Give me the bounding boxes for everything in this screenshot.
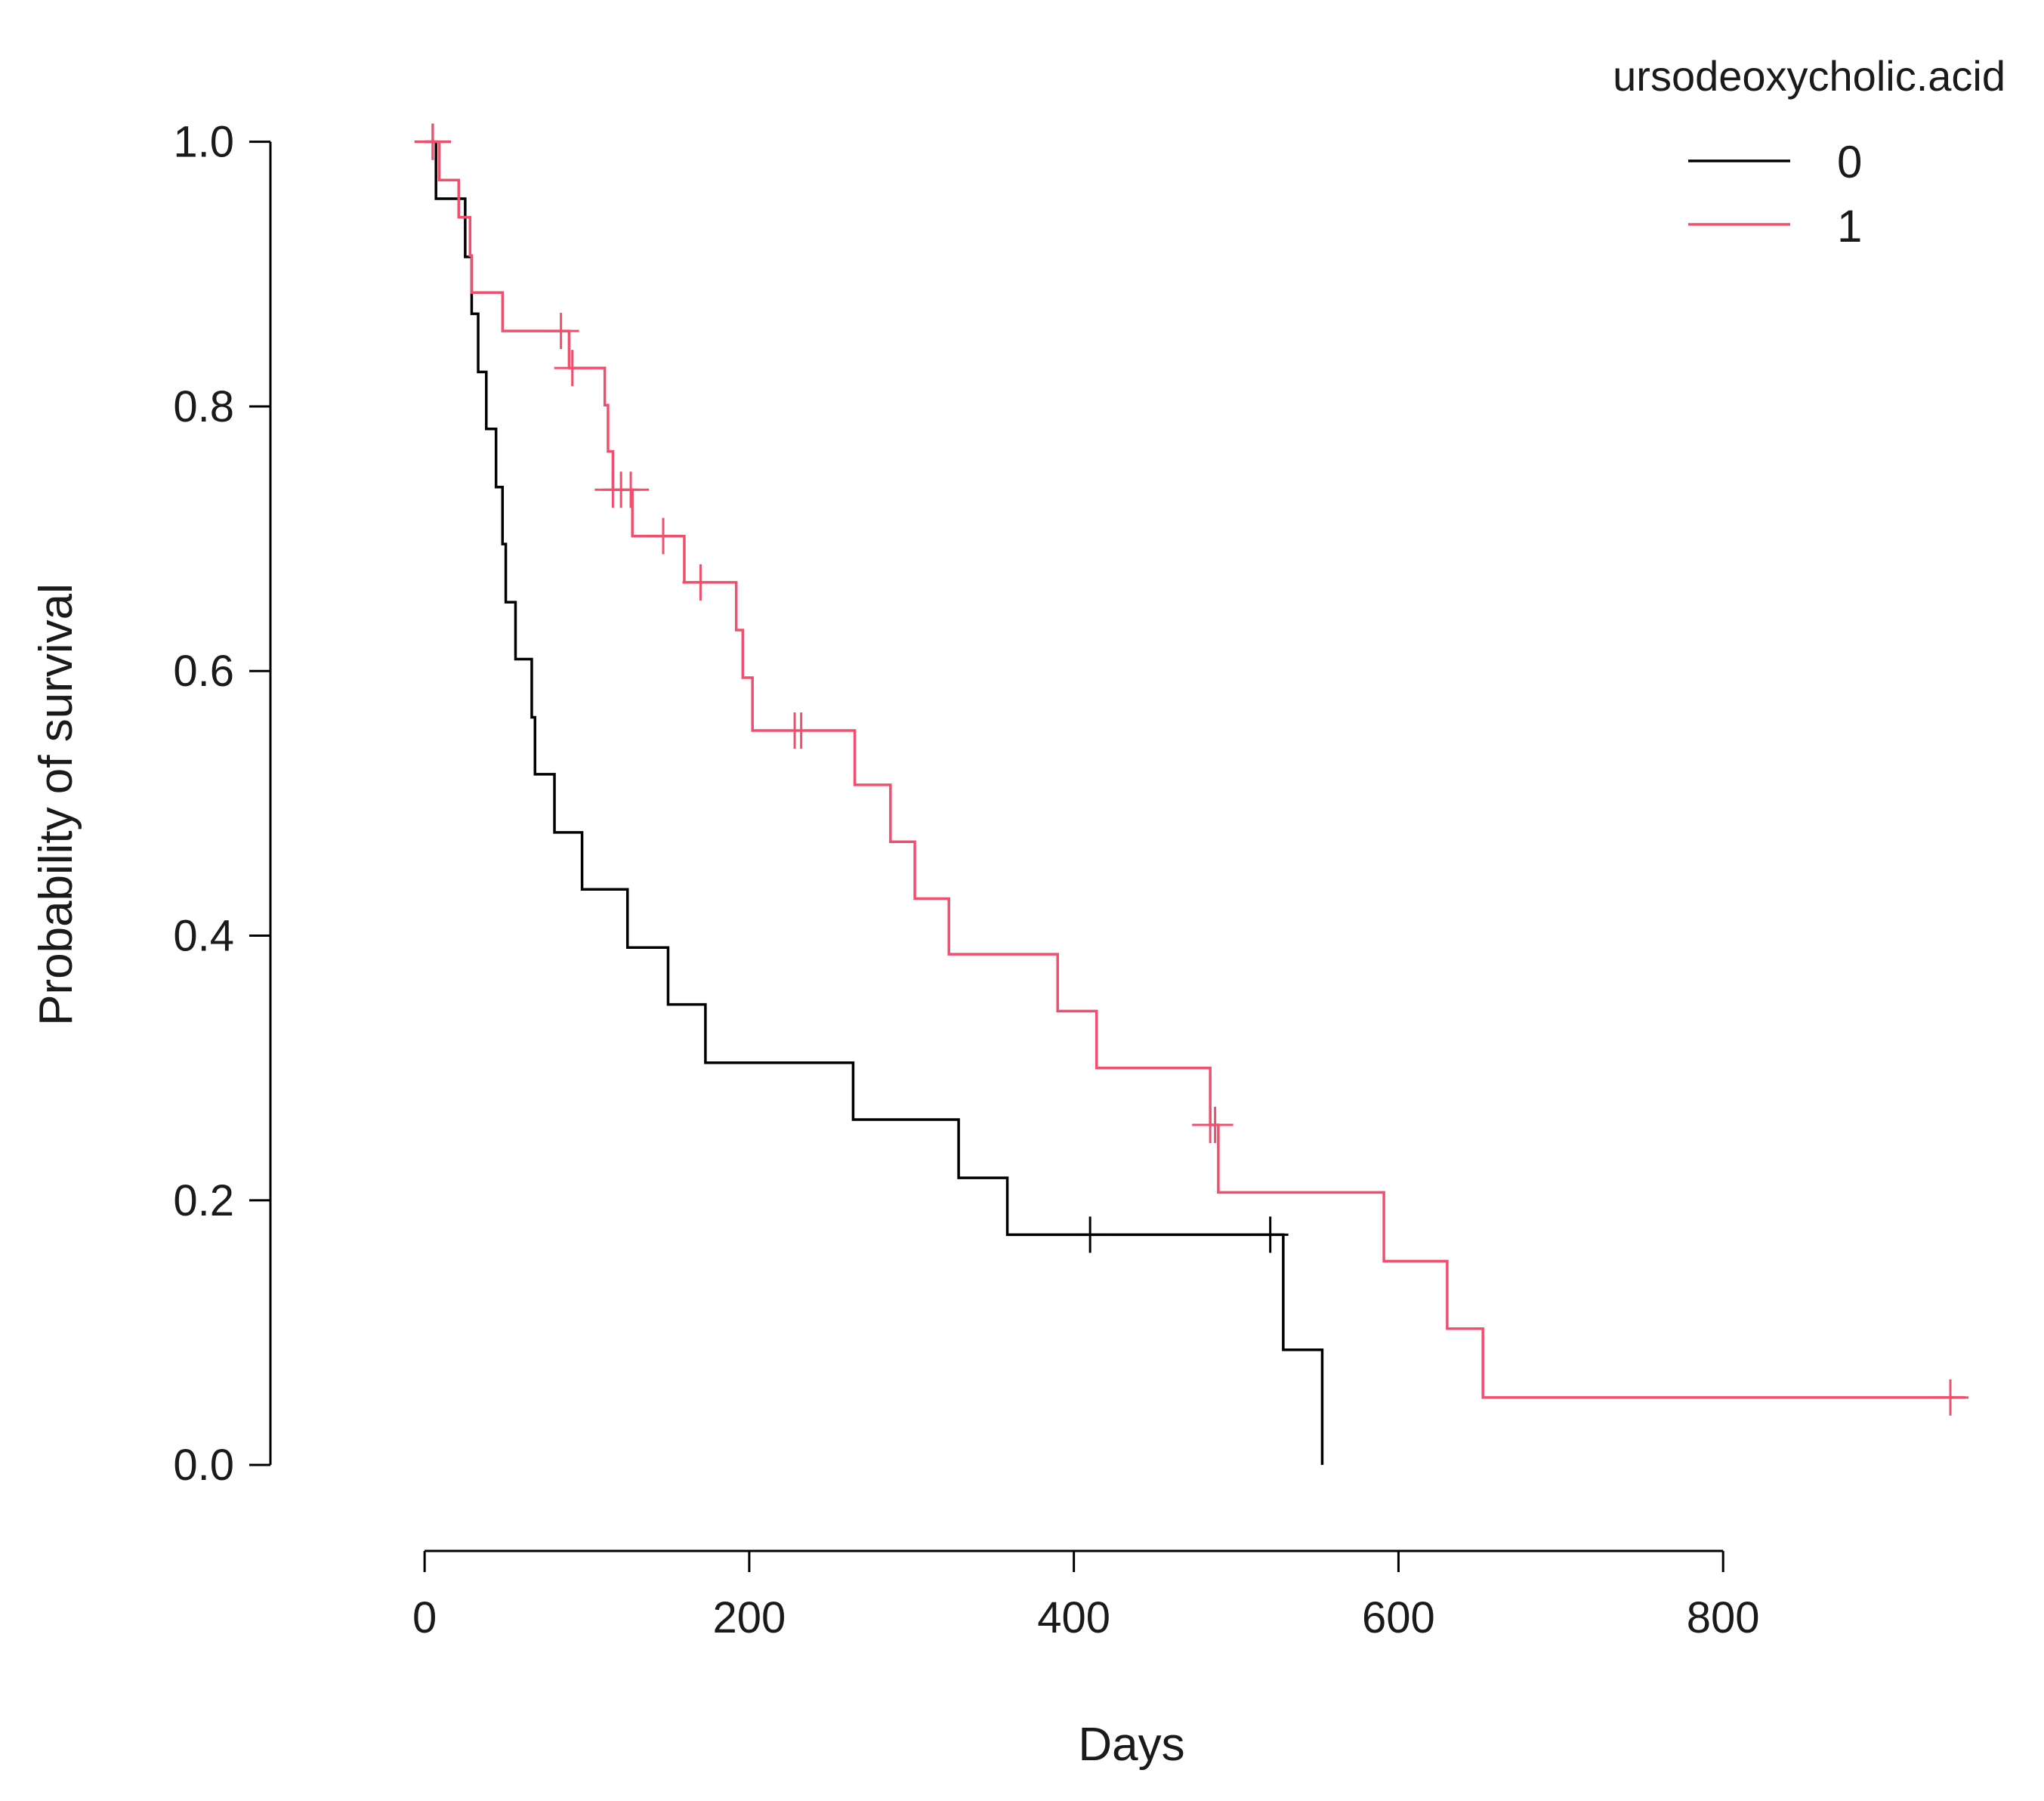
x-tick-label: 800 [1687,1593,1760,1642]
x-tick-label: 600 [1362,1593,1435,1642]
y-tick-label: 0.0 [173,1441,234,1490]
series-layer [414,123,1969,1466]
y-tick-label: 0.2 [173,1176,234,1225]
legend-label-1: 1 [1837,201,1862,252]
survival-curve-1 [425,140,1966,1399]
y-tick-label: 0.4 [173,912,234,961]
x-tick-label: 0 [412,1593,437,1642]
y-tick-label: 1.0 [173,118,234,167]
series-0 [414,123,1324,1466]
x-tick-label: 400 [1037,1593,1110,1642]
legend-label-0: 0 [1837,137,1862,187]
axes: 0.0 0.2 0.4 0.6 0.8 1.0 0 200 400 600 800 [173,118,1759,1642]
y-axis-title: Probability of survival [30,583,82,1026]
x-axis-title: Days [1078,1719,1184,1771]
legend-title: ursodeoxycholic.acid [1613,52,2005,100]
y-tick-label: 0.8 [173,382,234,431]
legend: ursodeoxycholic.acid 0 1 [1613,52,2005,252]
survival-curve-0 [425,140,1324,1466]
series-1 [414,123,1969,1416]
y-tick-label: 0.6 [173,647,234,696]
x-tick-label: 200 [713,1593,786,1642]
